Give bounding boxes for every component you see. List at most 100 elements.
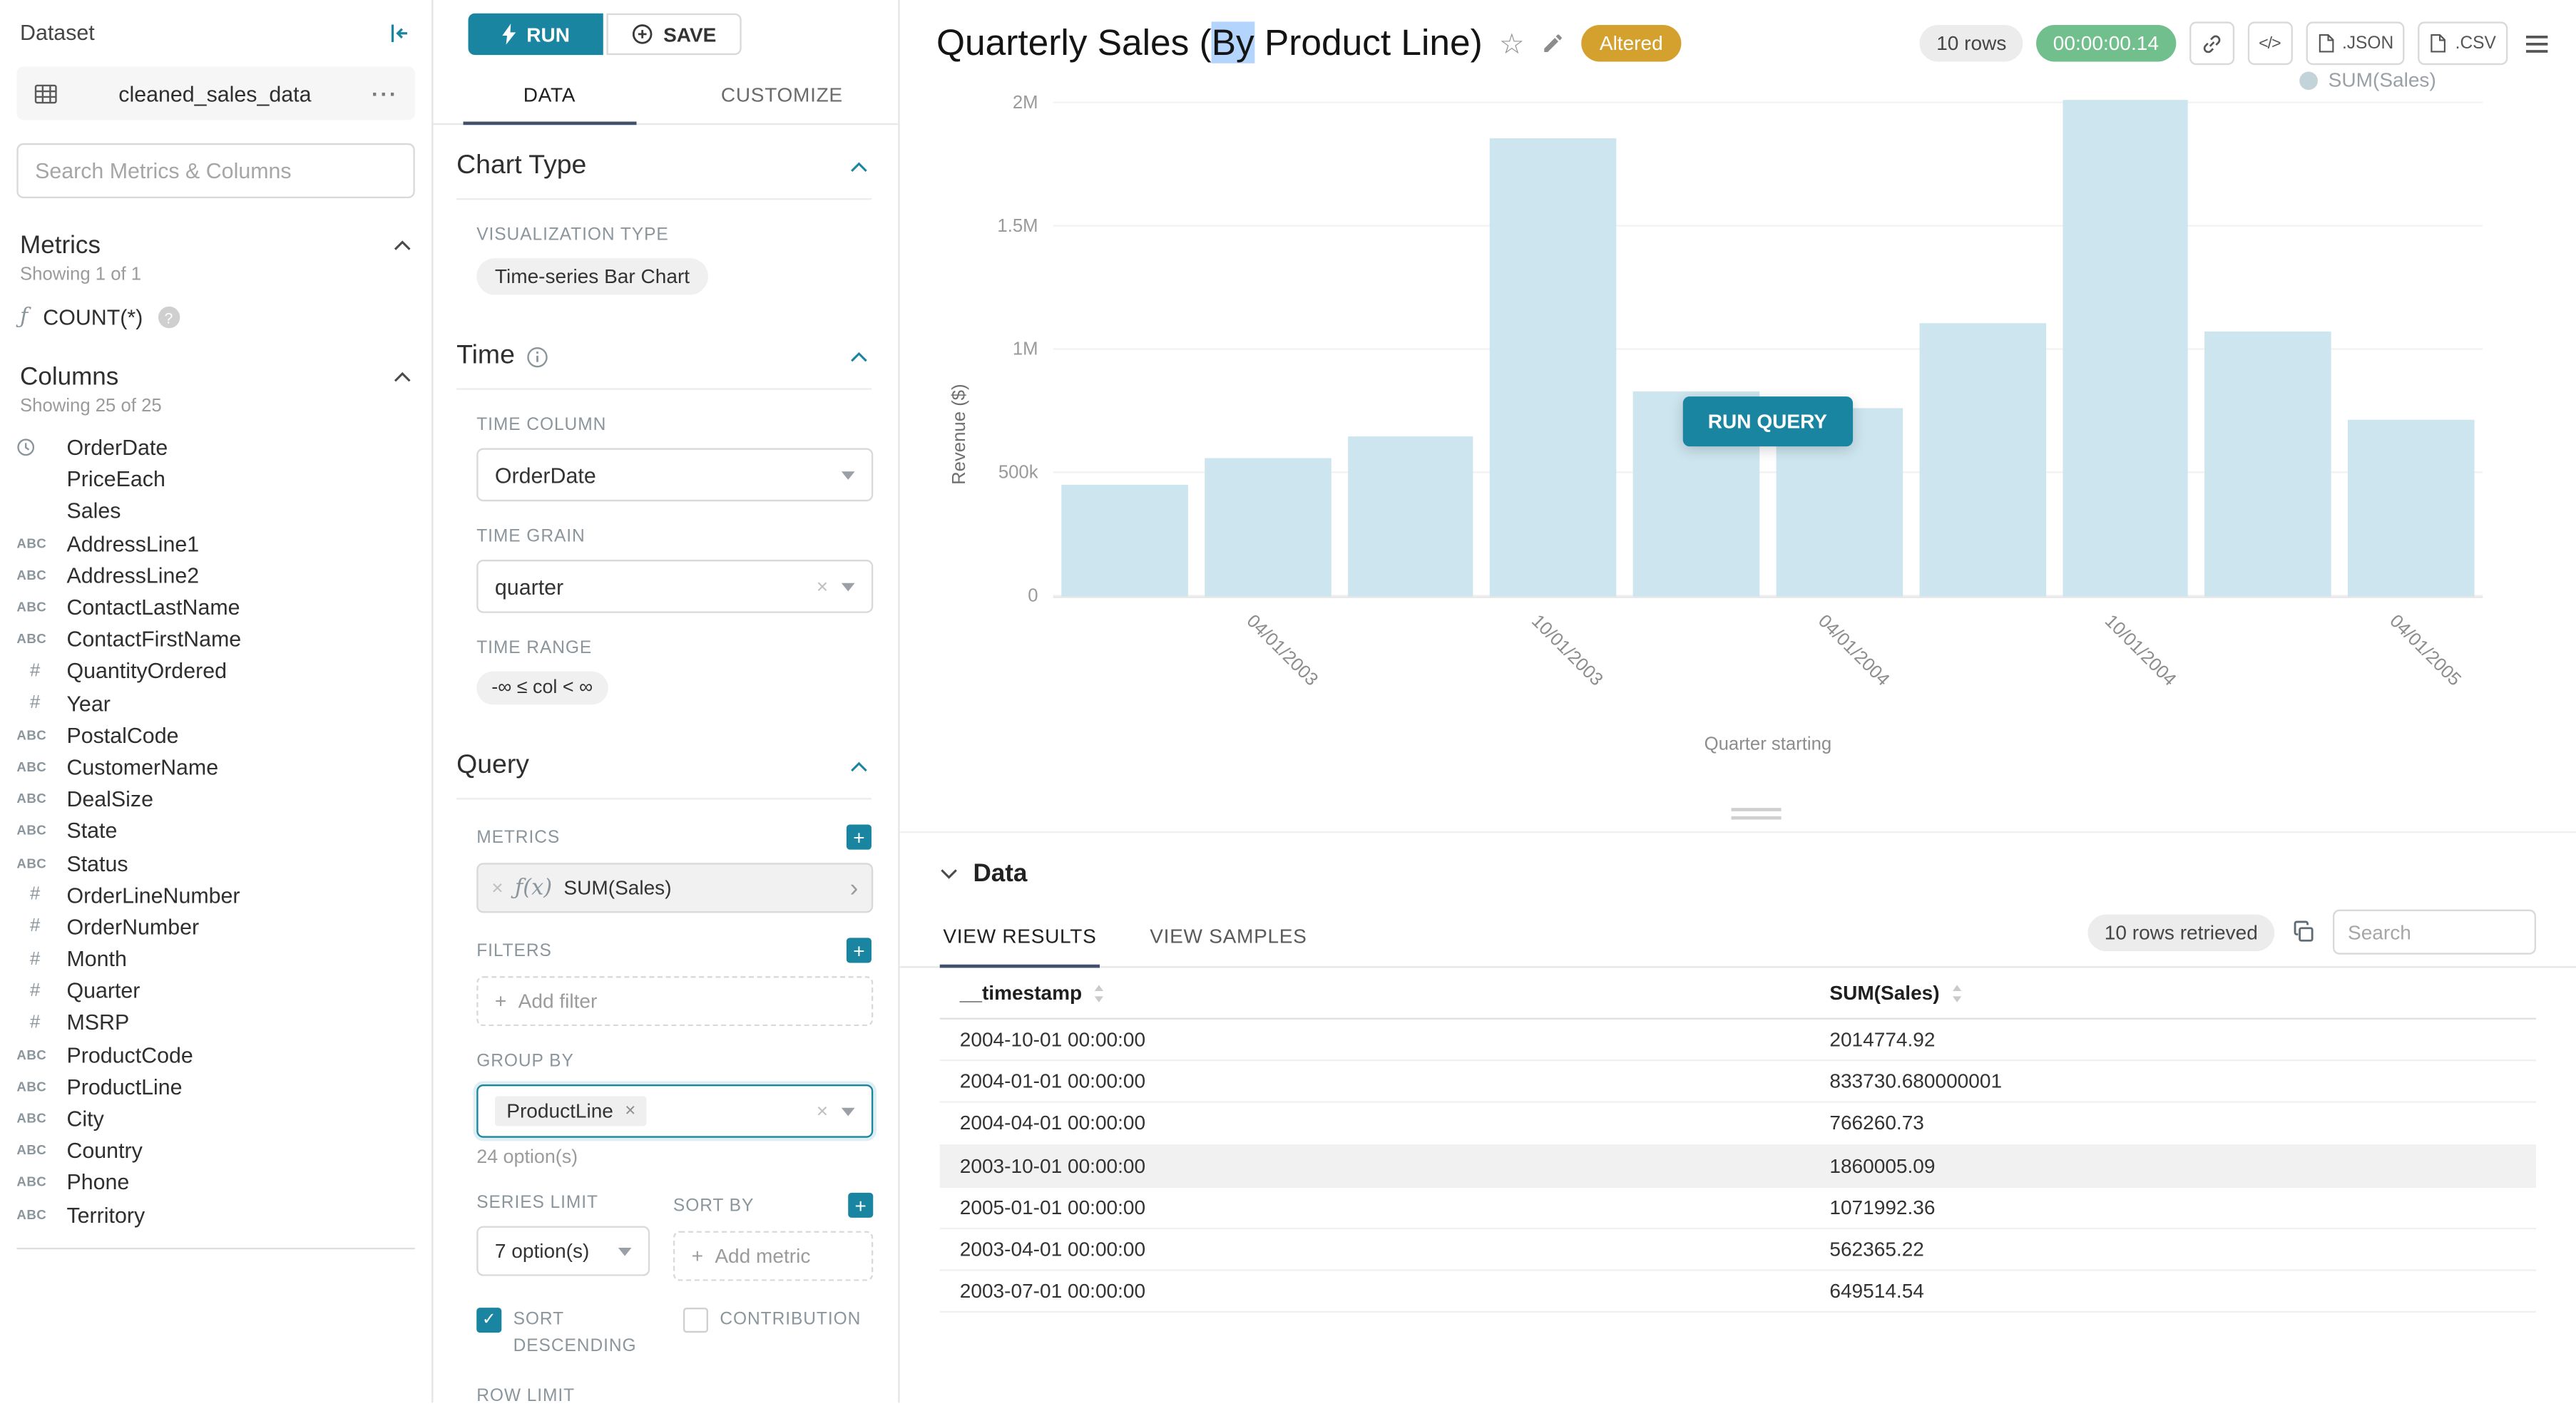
remove-metric-icon[interactable]: × — [491, 876, 504, 900]
series-limit-select[interactable]: 7 option(s) — [476, 1226, 650, 1276]
table-row[interactable]: 2003-07-01 00:00:00 649514.54 — [939, 1271, 2537, 1313]
legend[interactable]: SUM(Sales) — [2299, 68, 2436, 92]
viz-type-pill[interactable]: Time-series Bar Chart — [476, 258, 708, 295]
column-item-ordernumber[interactable]: # OrderNumber — [16, 911, 414, 943]
table-row[interactable]: 2003-04-01 00:00:00 562365.22 — [939, 1229, 2537, 1271]
run-button[interactable]: RUN — [468, 13, 603, 56]
table-row[interactable]: 2005-01-01 00:00:00 1071992.36 — [939, 1187, 2537, 1230]
column-item-contactlastname[interactable]: ABC ContactLastName — [16, 591, 414, 623]
column-item-addressline1[interactable]: ABC AddressLine1 — [16, 528, 414, 560]
time-range-pill[interactable]: -∞ ≤ col < ∞ — [476, 671, 608, 705]
column-header-sum-sales[interactable]: SUM(Sales) — [1809, 968, 2536, 1017]
tab-data[interactable]: DATA — [433, 68, 665, 125]
column-item-country[interactable]: ABC Country — [16, 1134, 414, 1166]
checkbox-checked-icon[interactable]: ✓ — [476, 1308, 502, 1333]
copy-icon[interactable] — [2291, 920, 2316, 945]
sort-icon[interactable] — [1951, 984, 1963, 1002]
column-item-postalcode[interactable]: ABC PostalCode — [16, 719, 414, 751]
export-csv-button[interactable]: .CSV — [2418, 21, 2508, 66]
column-item-contactfirstname[interactable]: ABC ContactFirstName — [16, 623, 414, 655]
bar-2003-07-01[interactable] — [1347, 436, 1474, 597]
data-panel-header[interactable]: Data — [900, 833, 2576, 909]
search-metrics-input[interactable] — [16, 143, 415, 199]
menu-icon[interactable] — [2521, 33, 2552, 54]
clear-icon[interactable]: × — [816, 575, 829, 598]
bar-2004-07-01[interactable] — [1919, 322, 2046, 597]
column-item-customername[interactable]: ABC CustomerName — [16, 751, 414, 783]
bar-2003-10-01[interactable] — [1490, 138, 1617, 597]
add-filter-box[interactable]: + Add filter — [476, 976, 874, 1027]
share-link-button[interactable] — [2189, 21, 2234, 66]
group-by-select[interactable]: ProductLine × × — [476, 1084, 874, 1138]
add-sort-metric-plus-button[interactable]: + — [848, 1192, 874, 1218]
time-section-header[interactable]: Time — [456, 315, 872, 390]
contribution-option[interactable]: CONTRIBUTION — [683, 1308, 861, 1360]
bar-2005-04-01[interactable] — [2348, 420, 2475, 597]
tab-customize[interactable]: CUSTOMIZE — [720, 83, 843, 107]
chart-type-section-header[interactable]: Chart Type — [456, 125, 872, 200]
column-item-msrp[interactable]: # MSRP — [16, 1007, 414, 1039]
table-row[interactable]: 2004-10-01 00:00:00 2014774.92 — [939, 1020, 2537, 1062]
export-json-button[interactable]: .JSON — [2305, 21, 2406, 66]
sort-icon[interactable] — [1094, 984, 1105, 1002]
column-item-dealsize[interactable]: ABC DealSize — [16, 783, 414, 815]
bar-2004-10-01[interactable] — [2062, 99, 2189, 597]
group-by-tag[interactable]: ProductLine × — [494, 1096, 648, 1127]
time-column-select[interactable]: OrderDate — [476, 448, 874, 502]
add-metric-plus-button[interactable]: + — [846, 824, 872, 850]
sort-descending-option[interactable]: ✓ SORT DESCENDING — [476, 1308, 663, 1360]
table-row[interactable]: 2004-01-01 00:00:00 833730.680000001 — [939, 1062, 2537, 1104]
tab-view-samples[interactable]: VIEW SAMPLES — [1150, 924, 1307, 948]
add-filter-plus-button[interactable]: + — [846, 938, 872, 963]
tab-view-results[interactable]: VIEW RESULTS — [939, 915, 1100, 968]
column-item-quantityordered[interactable]: # QuantityOrdered — [16, 655, 414, 687]
abc-icon: ABC — [16, 1206, 47, 1222]
bar-2003-04-01[interactable] — [1204, 458, 1331, 597]
column-item-orderlinenumber[interactable]: # OrderLineNumber — [16, 879, 414, 911]
column-item-addressline2[interactable]: ABC AddressLine2 — [16, 559, 414, 591]
column-item-priceeach[interactable]: PriceEach — [16, 463, 414, 496]
dataset-selector[interactable]: cleaned_sales_data ··· — [16, 66, 415, 120]
help-icon[interactable]: ? — [158, 306, 180, 329]
add-sort-metric-box[interactable]: + Add metric — [673, 1231, 874, 1281]
column-item-city[interactable]: ABC City — [16, 1103, 414, 1135]
table-row[interactable]: 2003-10-01 00:00:00 1860005.09 — [939, 1145, 2537, 1188]
dataset-options-icon[interactable]: ··· — [372, 81, 399, 106]
embed-code-button[interactable]: </> — [2247, 21, 2292, 66]
columns-section-header[interactable]: Columns — [16, 363, 414, 391]
column-item-sales[interactable]: Sales — [16, 496, 414, 528]
collapse-sidebar-icon[interactable] — [388, 21, 412, 44]
remove-tag-icon[interactable]: × — [625, 1101, 636, 1122]
column-item-territory[interactable]: ABC Territory — [16, 1199, 414, 1231]
clear-icon[interactable]: × — [816, 1099, 829, 1123]
results-search-input[interactable] — [2332, 909, 2537, 955]
metric-item[interactable]: ƒ COUNT(*) ? — [16, 305, 414, 330]
edit-icon[interactable] — [1541, 31, 1565, 55]
query-section-header[interactable]: Query — [456, 724, 872, 800]
page-title[interactable]: Quarterly Sales (By Product Line) — [936, 21, 1483, 63]
metric-chip[interactable]: × ƒ(x) SUM(Sales) › — [476, 863, 874, 913]
column-item-state[interactable]: ABC State — [16, 815, 414, 847]
metrics-section-header[interactable]: Metrics — [16, 232, 414, 260]
bar-2005-01-01[interactable] — [2204, 332, 2332, 597]
timestamp-cell: 2004-01-01 00:00:00 — [959, 1069, 1146, 1094]
time-grain-select[interactable]: quarter × — [476, 560, 874, 613]
altered-badge[interactable]: Altered — [1581, 25, 1682, 62]
column-item-phone[interactable]: ABC Phone — [16, 1166, 414, 1199]
column-item-orderdate[interactable]: OrderDate — [16, 431, 414, 463]
column-item-productcode[interactable]: ABC ProductCode — [16, 1039, 414, 1071]
column-header-timestamp[interactable]: __timestamp — [940, 968, 1810, 1017]
run-query-button[interactable]: RUN QUERY — [1682, 396, 1853, 447]
bar-2003-01-01[interactable] — [1061, 485, 1188, 597]
resize-handle[interactable] — [1731, 808, 1782, 824]
column-item-productline[interactable]: ABC ProductLine — [16, 1071, 414, 1103]
star-icon[interactable]: ☆ — [1499, 27, 1525, 59]
save-button[interactable]: SAVE — [606, 13, 742, 56]
column-item-quarter[interactable]: # Quarter — [16, 975, 414, 1007]
x-axis-title: Quarter starting — [1704, 734, 1832, 755]
column-item-month[interactable]: # Month — [16, 943, 414, 975]
column-item-year[interactable]: # Year — [16, 687, 414, 719]
checkbox-unchecked-icon[interactable] — [683, 1308, 708, 1333]
column-item-status[interactable]: ABC Status — [16, 847, 414, 879]
table-row[interactable]: 2004-04-01 00:00:00 766260.73 — [939, 1104, 2537, 1146]
